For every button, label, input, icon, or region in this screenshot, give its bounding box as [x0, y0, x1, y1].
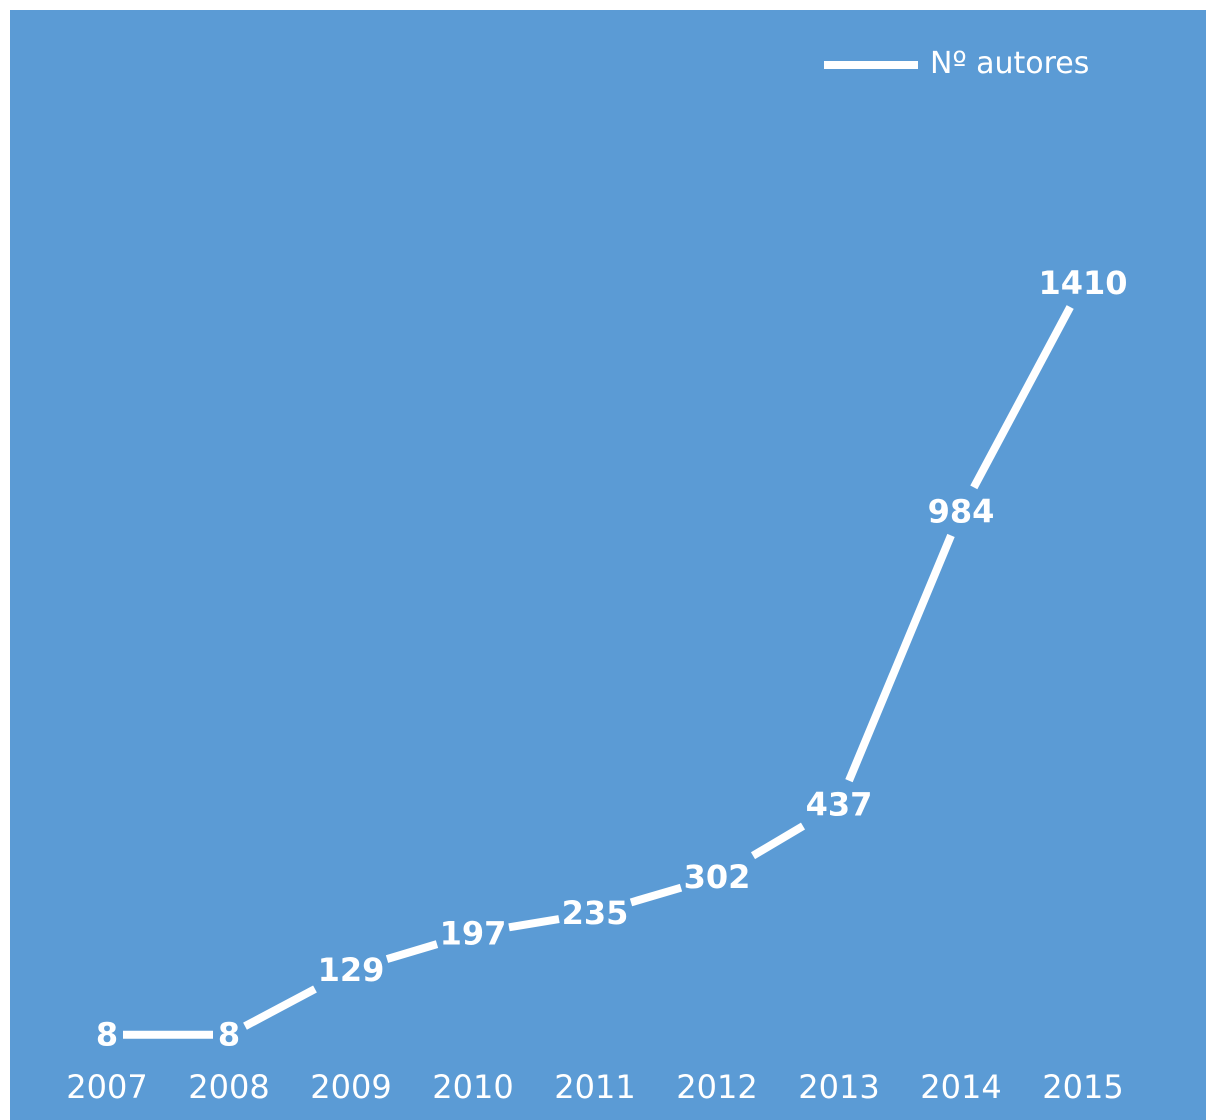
series-line-segment	[970, 305, 1074, 490]
drop-lines	[350, 303, 1084, 1039]
data-label: 437	[806, 786, 873, 824]
data-label: 129	[318, 951, 385, 989]
x-tick-label: 2014	[920, 1068, 1001, 1106]
data-label: 1410	[1038, 264, 1127, 302]
data-label: 302	[684, 858, 751, 896]
x-tick-label: 2009	[310, 1068, 391, 1106]
x-axis-tick-labels: 2007 2008 2009 2010 2011 2012 2013 2014 2015	[66, 1068, 1123, 1106]
x-tick-label: 2012	[676, 1068, 757, 1106]
data-label: 984	[928, 492, 995, 530]
x-tick-label: 2011	[554, 1068, 635, 1106]
series-line-segment	[508, 915, 560, 932]
series-line	[123, 305, 1074, 1039]
series-line-segment	[385, 940, 439, 963]
data-label: 8	[96, 1016, 118, 1054]
legend: Nº autores	[824, 46, 1089, 81]
x-tick-label: 2008	[188, 1068, 269, 1106]
data-label: 235	[562, 894, 629, 932]
data-label: 8	[218, 1016, 240, 1054]
data-labels: 8 8 129 197 235 302 437 984 1410	[96, 264, 1128, 1054]
series-line-segment	[629, 883, 683, 907]
x-tick-label: 2007	[66, 1068, 147, 1106]
x-tick-label: 2013	[798, 1068, 879, 1106]
chart-background	[10, 10, 1206, 1120]
x-tick-label: 2015	[1042, 1068, 1123, 1106]
series-line-segment	[845, 533, 955, 783]
series-line-segment	[243, 985, 317, 1030]
legend-label: Nº autores	[930, 46, 1089, 81]
series-line-segment	[750, 822, 806, 860]
data-label: 197	[440, 914, 507, 952]
x-tick-label: 2010	[432, 1068, 513, 1106]
